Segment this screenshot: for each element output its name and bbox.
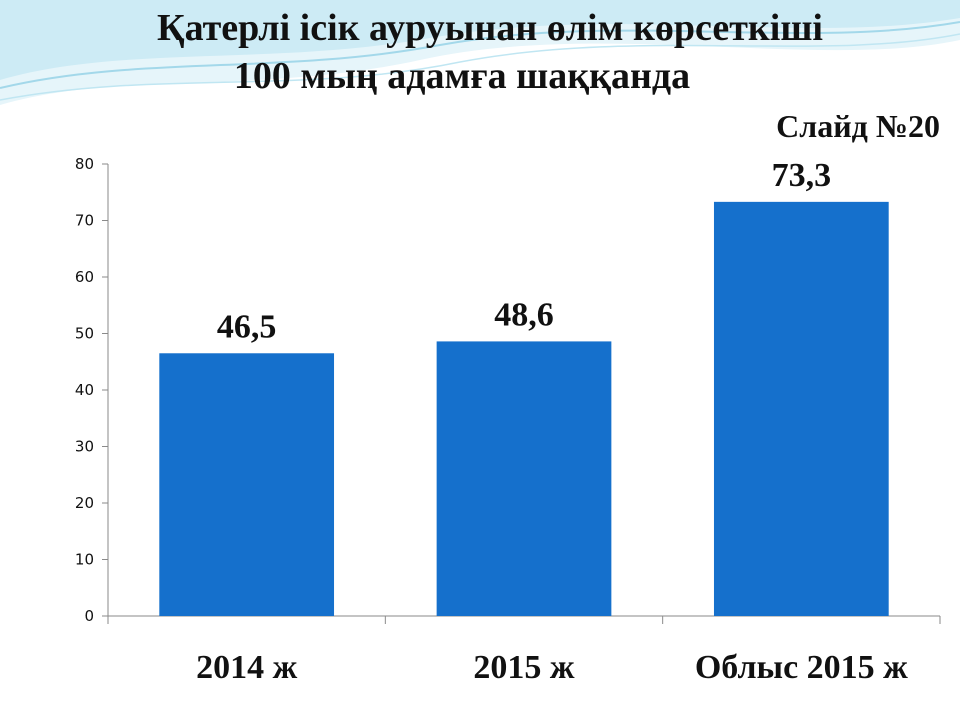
- data-label-2: 48,6: [494, 296, 554, 333]
- y-tick-label: 20: [75, 494, 94, 512]
- data-label-3: 73,3: [772, 157, 832, 194]
- bar-3: [713, 201, 889, 617]
- y-tick-label: 50: [75, 325, 94, 343]
- background-wave-decoration: [0, 0, 960, 105]
- y-tick-label: 70: [75, 212, 94, 230]
- x-category-label-1: 2014 ж: [196, 649, 298, 686]
- y-tick-label: 30: [75, 438, 94, 456]
- y-tick-label: 0: [84, 607, 94, 625]
- chart-title-line-1: Қатерлі ісік ауруынан өлім көрсеткіші: [157, 7, 823, 49]
- bar-1: [159, 353, 335, 616]
- chart-title-line-2: 100 мың адамға шаққанда: [233, 55, 691, 97]
- slide-number: Слайд №20: [776, 108, 940, 144]
- y-tick-label: 10: [75, 551, 94, 569]
- data-label-1: 46,5: [217, 308, 277, 345]
- bar-2: [436, 341, 612, 616]
- x-category-label-3: Облыс 2015 ж: [695, 649, 908, 686]
- y-tick-label: 80: [75, 155, 94, 173]
- y-tick-label: 60: [75, 268, 94, 286]
- x-category-label-2: 2015 ж: [473, 649, 575, 686]
- y-tick-label: 40: [75, 381, 94, 399]
